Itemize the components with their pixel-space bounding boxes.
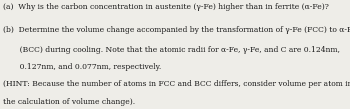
Text: (BCC) during cooling. Note that the atomic radii for α-Fe, γ-Fe, and C are 0.124: (BCC) during cooling. Note that the atom… [3,46,340,54]
Text: 0.127nm, and 0.077nm, respectively.: 0.127nm, and 0.077nm, respectively. [3,63,161,71]
Text: (b)  Determine the volume change accompanied by the transformation of γ-Fe (FCC): (b) Determine the volume change accompan… [3,26,350,34]
Text: (HINT: Because the number of atoms in FCC and BCC differs, consider volume per a: (HINT: Because the number of atoms in FC… [3,80,350,88]
Text: (a)  Why is the carbon concentration in austenite (γ-Fe) higher than in ferrite : (a) Why is the carbon concentration in a… [3,3,329,11]
Text: the calculation of volume change).: the calculation of volume change). [3,98,135,106]
